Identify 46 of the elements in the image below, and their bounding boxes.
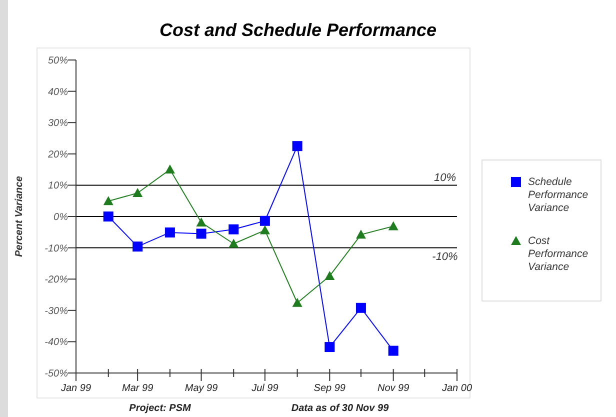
point	[388, 221, 398, 230]
point	[356, 302, 366, 313]
y-tick-label: -30%	[44, 306, 68, 317]
x-tick-label: May 99	[184, 383, 218, 394]
point	[356, 230, 366, 239]
point	[260, 216, 270, 226]
point	[292, 298, 302, 307]
text: Data as of 30 Nov 99	[291, 403, 390, 414]
point	[132, 242, 143, 252]
ref-line-label: -10%	[432, 250, 458, 263]
x-tick-label: Sep 99	[314, 383, 346, 394]
point	[196, 217, 206, 226]
y-axis-title: Percent Variance	[14, 176, 25, 257]
y-tick-label: 40%	[48, 86, 68, 98]
point	[132, 188, 143, 198]
point	[164, 164, 175, 174]
point	[292, 141, 302, 152]
point	[103, 196, 114, 206]
x-tick-label: Nov 99	[377, 383, 410, 394]
point	[324, 270, 335, 280]
text: Project: PSM	[129, 403, 192, 414]
chart-title: Cost and Schedule Performance	[159, 20, 437, 40]
x-tick-label: Jan 00	[440, 383, 472, 394]
point	[228, 238, 239, 248]
y-tick-label: 20%	[46, 149, 68, 160]
point	[196, 228, 206, 239]
y-tick-label: -20%	[44, 274, 68, 286]
point	[164, 227, 175, 238]
y-tick-label: -10%	[44, 243, 68, 254]
legend-label: Cost Performance Variance	[528, 235, 588, 273]
point	[228, 224, 239, 234]
y-tick-label: -50%	[44, 368, 68, 380]
y-tick-label: 10%	[48, 180, 68, 192]
point	[388, 346, 398, 356]
y-tick-label: 0%	[54, 212, 68, 223]
y-tick-label: 30%	[48, 118, 68, 130]
y-tick-label: 50%	[48, 56, 68, 66]
point	[260, 225, 270, 234]
y-tick-label: -40%	[44, 337, 68, 348]
ref-line-label: 10%	[434, 172, 456, 184]
legend-label: Schedule Performance Variance	[528, 176, 588, 214]
point	[103, 212, 114, 222]
x-tick-label: Mar 99	[122, 383, 154, 394]
x-tick-label: Jul 99	[250, 383, 279, 394]
x-tick-label: Jan 99	[60, 383, 92, 394]
point	[324, 342, 335, 352]
